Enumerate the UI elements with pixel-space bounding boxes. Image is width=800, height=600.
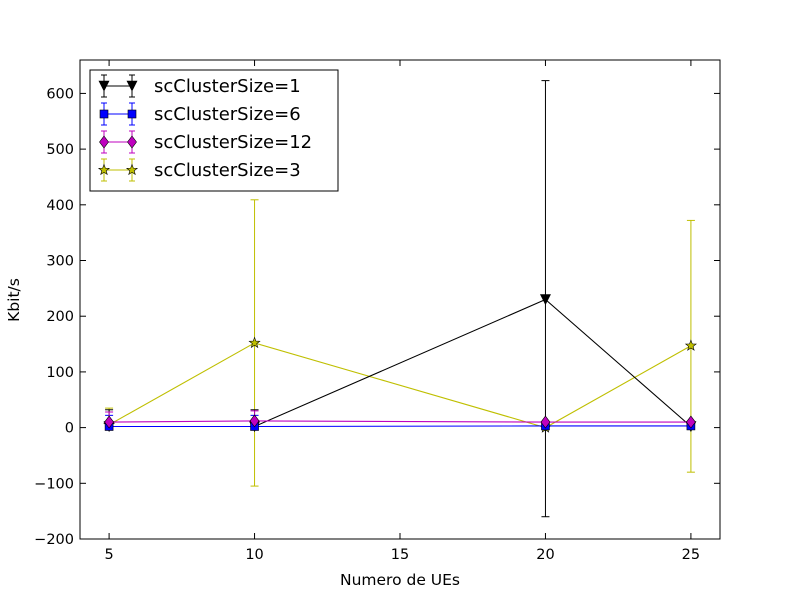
y-tick-label: −200 (34, 532, 74, 548)
y-tick-label: 100 (46, 365, 74, 381)
legend-marker (99, 109, 109, 119)
y-tick-label: 0 (65, 421, 74, 437)
legend-marker (127, 135, 137, 149)
legend-label: scClusterSize=6 (154, 104, 301, 125)
legend-label: scClusterSize=3 (154, 160, 301, 181)
y-tick-label: 300 (46, 254, 74, 270)
legend-marker (126, 80, 138, 92)
y-tick-label: 500 (46, 142, 74, 158)
data-point (539, 294, 551, 306)
legend-marker (99, 135, 109, 149)
legend-marker (125, 163, 139, 176)
series-layer (103, 80, 697, 518)
legend-label: scClusterSize=12 (154, 132, 312, 153)
series-line (109, 425, 691, 428)
series-line (109, 420, 691, 423)
data-point (540, 415, 551, 429)
x-tick-label: 5 (104, 547, 113, 563)
x-tick-label: 10 (245, 547, 263, 563)
legend: scClusterSize=1 scClusterSize=6 scClusterS… (89, 69, 339, 192)
data-point (104, 415, 114, 429)
legend-label: scClusterSize=1 (154, 76, 301, 97)
x-tick-label: 20 (536, 547, 554, 563)
legend-marker (127, 109, 137, 119)
y-tick-label: 200 (46, 309, 74, 325)
x-tick-label: 15 (391, 547, 409, 563)
data-point (248, 336, 261, 349)
legend-marker (98, 80, 110, 92)
y-tick-label: −100 (34, 476, 74, 492)
data-point (684, 339, 697, 351)
data-point (686, 415, 696, 429)
y-tick-label: 400 (46, 198, 74, 214)
legend-marker (97, 163, 111, 176)
y-tick-label: 600 (46, 86, 74, 102)
ticks-layer: 5 10 15 20 25 −200 −100 0 100 200 300 400 500 600 (34, 60, 720, 563)
series-3 (104, 410, 696, 429)
y-axis-label: Kbit/s (5, 278, 23, 322)
data-point (249, 414, 260, 428)
series-line (108, 342, 692, 429)
x-tick-label: 25 (682, 547, 700, 563)
x-axis-label: Numero de UEs (340, 571, 460, 589)
